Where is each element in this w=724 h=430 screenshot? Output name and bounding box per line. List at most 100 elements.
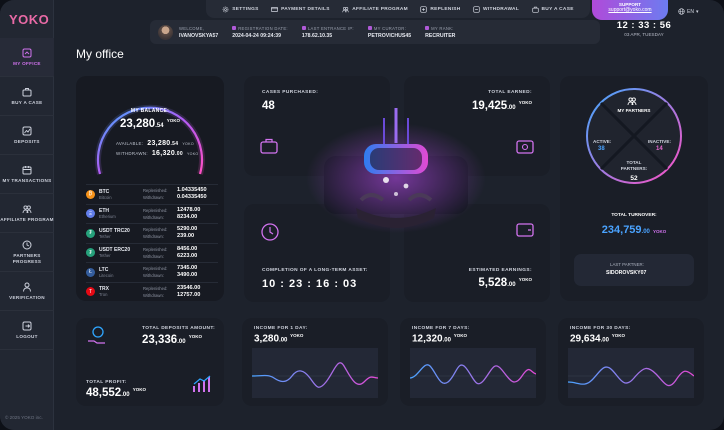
withdrawn-label: Withdrawn: [143,234,164,240]
gear-icon [222,6,229,12]
available-unit: YOKO [182,142,194,146]
balance-decimals: .54 [155,123,164,129]
sidebar-item-label: BUY A CASE [11,99,43,105]
case-icon [260,138,278,154]
replenished-value: 1.04335450 [177,187,207,194]
withdrawn-label: WITHDRAWN: [116,151,148,156]
income-main: 29,634 [570,333,601,345]
coin-name: Bitcoin [99,194,112,200]
withdrawn-label: Withdrawn: [143,253,164,259]
withdrawn-main: 16,320 [151,150,176,157]
partners-card: MY PARTNERS ACTIVE: 38 INACTIVE: 14 TOTA… [560,76,708,301]
partners-diagram [586,88,682,184]
calendar-icon [232,26,237,30]
login-icon [301,26,306,30]
coin-symbol: USDT ERC20 [99,247,131,254]
rank-icon [425,26,430,30]
sidebar-item-label: DEPOSITS [14,138,40,144]
coin-symbol: ETH [99,208,109,215]
sidebar: YOKO MY OFFICE BUY A CASE DEPOSITS MY TR… [0,0,54,430]
affiliate-program-link[interactable]: AFFILIATE PROGRAM [342,6,408,13]
profit-label: TOTAL PROFIT: [86,380,127,385]
settings-link[interactable]: SETTINGS [222,6,258,13]
buy-a-case-link[interactable]: BUY A CASE [531,6,574,13]
deposits-value: 23,336.00 YOKO [142,334,202,346]
clock-date: 03 APR, TUESDAY [624,32,664,37]
total-partners-value: 52 [630,175,638,182]
sidebar-item-my-transactions[interactable]: MY TRANSACTIONS [0,155,54,194]
sidebar-item-label: MY TRANSACTIONS [2,177,52,183]
coin-name: Tether [99,253,111,259]
card-icon [271,6,279,12]
income-30-days-card: INCOME FOR 30 DAYS: 29,634.00 YOKO [558,318,704,406]
balance-value: 23,280.54 YOKO [76,118,224,130]
sidebar-item-partners-progress[interactable]: PARTNERS PROGRESS [0,233,54,272]
replenish-link-label: REPLENISH [430,6,461,12]
coins-hand-icon [88,326,105,344]
list-item: ₮ USDT TRC20 Tether Replenished: Withdrawn… [86,223,218,243]
withdrawal-link[interactable]: WITHDRAWAL [473,5,519,13]
sidebar-item-deposits[interactable]: DEPOSITS [0,116,54,155]
income-value: 29,634.00 YOKO [570,333,625,344]
income-sparkline [410,348,536,398]
chevron-down-icon: ▾ [695,8,699,15]
profit-value: 48,552.00 YOKO [86,387,146,399]
list-item: T TRX Tron Replenished: Withdrawn: 23546.0… [86,281,218,302]
language-selector[interactable]: EN ▾ [678,8,698,15]
withdrawn-value: 0.04335450 [177,194,207,201]
replenished-value: 12478.00 [177,206,201,213]
wallet-icon [516,223,534,237]
registration-block: REGISTRATION DATE: 2024-04-24 09:24:39 [232,26,288,39]
globe-icon [678,8,685,15]
tron-icon: T [86,287,95,297]
language-label: EN [687,8,694,15]
income-sparkline [252,348,378,398]
available-row: AVAILABLE: 23,280.54 YOKO [116,140,194,147]
top-navigation: SETTINGS PAYMENT DETAILS AFFILIATE PROGR… [206,0,590,18]
tether-icon: ₮ [86,228,95,238]
last-entrance-label: LAST ENTRANCE IP: [307,25,354,31]
balance-card: MY BALANCE: 23,280.54 YOKO AVAILABLE: 23,… [76,76,224,301]
clock-widget: 12 : 33 : 56 03 APR, TUESDAY [606,20,682,46]
timer-value: 10 : 23 : 16 : 03 [262,278,358,290]
deposits-main: 23,336 [142,334,178,346]
curator-block: MY CURATOR: PETROVICHUS45 [367,25,411,39]
sidebar-item-affiliate-program[interactable]: AFFILIATE PROGRAM [0,194,54,233]
sidebar-item-buy-a-case[interactable]: BUY A CASE [0,77,54,116]
cases-value: 48 [262,100,275,112]
sidebar-item-my-office[interactable]: MY OFFICE [0,38,54,77]
replenished-label: Replenished: [143,266,168,272]
sidebar-item-logout[interactable]: LOGOUT [0,311,54,350]
curator-label: MY CURATOR: [373,25,407,31]
earned-value: 19,425.00 YOKO [472,100,532,112]
rank-block: MY RANK: RECRUITER [425,26,455,39]
buy-a-case-link-label: BUY A CASE [541,6,574,12]
support-email-link[interactable]: support@yoko.com [608,7,652,13]
avatar[interactable] [158,24,173,40]
support-button[interactable]: SUPPORT support@yoko.com [592,0,668,20]
balance-title: MY BALANCE: [130,108,170,114]
payment-details-link[interactable]: PAYMENT DETAILS [271,6,330,13]
coin-list: ₿ BTC Bitcoin Replenished: Withdrawn: 1.04… [86,184,218,301]
plus-icon [420,5,428,13]
logo[interactable]: YOKO [9,12,50,27]
total-partners-label: TOTAL PARTNERS: [620,160,648,171]
replenish-link[interactable]: REPLENISH [420,5,461,13]
available-decimals: .54 [170,141,179,147]
sidebar-item-verification[interactable]: VERIFICATION [0,272,54,311]
withdrawn-value: 12757.00 [177,291,201,298]
income-7-days-card: INCOME FOR 7 DAYS: 12,320.00 YOKO [400,318,546,406]
available-main: 23,280 [147,140,171,147]
replenished-value: 23546.00 [177,284,201,291]
coin-name: Etherium [99,214,116,220]
calendar-icon [22,165,32,174]
withdrawn-value: 6223.00 [177,252,198,259]
replenished-value: 8456.00 [177,245,198,252]
coin-symbol: USDT TRC20 [99,227,130,234]
income-unit: YOKO [453,333,467,338]
income-unit: YOKO [290,333,304,338]
replenished-value: 5290.00 [177,226,198,233]
coin-name: Litecoin [99,272,114,278]
replenished-label: Replenished: [143,188,168,194]
income-main: 3,280 [254,333,280,345]
